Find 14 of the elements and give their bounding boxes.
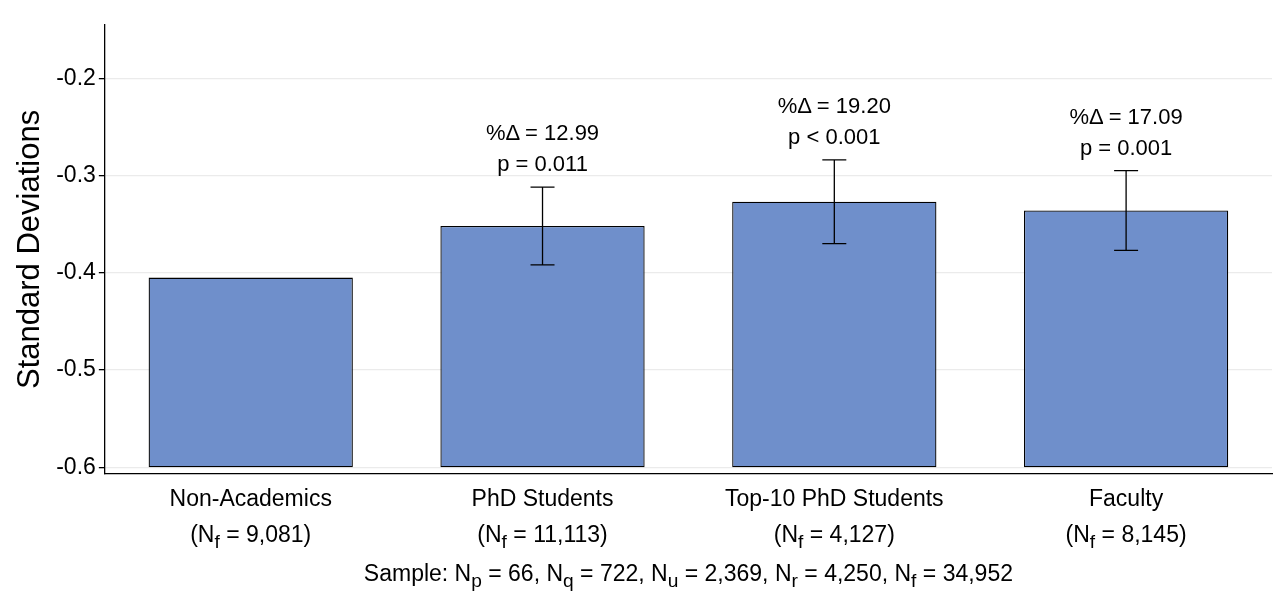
x-tick-label: PhD Students (N$_{f}$ = 11,113) <box>471 484 614 554</box>
y-tick-label: -0.4 <box>56 258 97 285</box>
x-tick-label: Faculty (N$_{f}$ = 8,145) <box>1065 484 1187 554</box>
y-tick-label: -0.5 <box>56 355 96 382</box>
annotation: %Δ = 12.99 p = 0.011 <box>485 119 600 179</box>
text: Sample: N$_{p}$ = 66, N$_{q}$ = 722, N$_{u}$ = 2,369, N$_{r}$ = 4,250, N$_{f}$ = 34,952 <box>363 560 1013 591</box>
y-tick-label: -0.2 <box>56 63 96 90</box>
annotation: %Δ = 19.20 p < 0.001 <box>777 91 891 151</box>
annotation: %Δ = 17.09 p = 0.001 <box>1069 102 1183 162</box>
y-tick-label: -0.3 <box>56 160 96 187</box>
x-tick-label: Non-Academics (N$_{f}$ = 9,081) <box>169 484 332 554</box>
x-tick-label: Top-10 PhD Students (N$_{f}$ = 4,127) <box>724 484 944 554</box>
y-axis-title: Standard Deviations <box>11 109 47 389</box>
y-tick-label: -0.6 <box>56 452 96 479</box>
